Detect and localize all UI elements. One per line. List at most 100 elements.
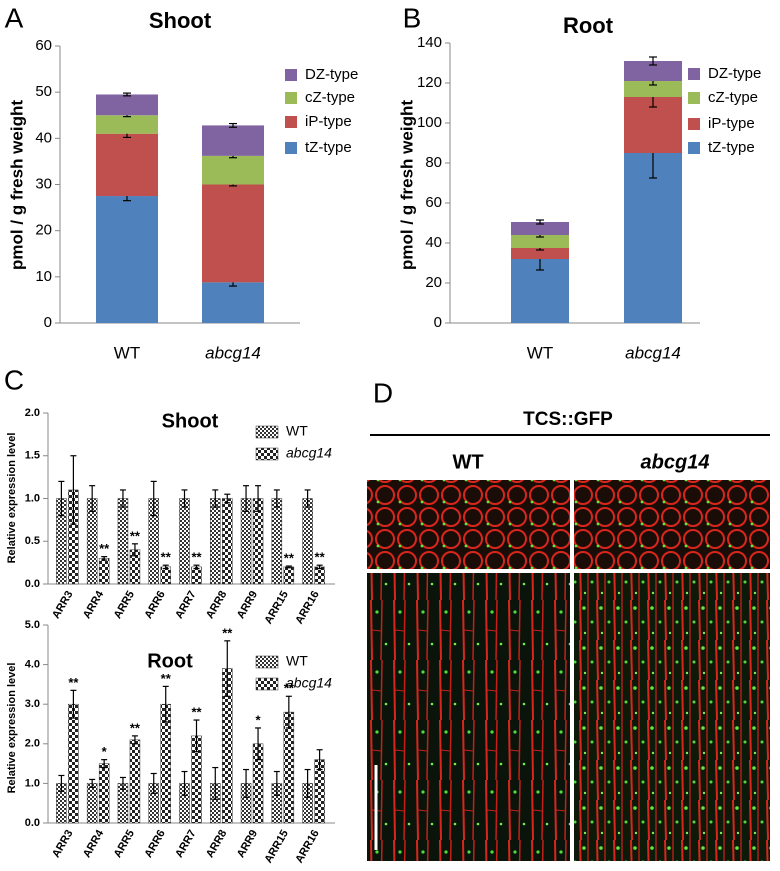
y-tick-label: 4.0: [25, 659, 40, 671]
bar-segment: [624, 153, 682, 323]
panel-title: TCS::GFP: [523, 409, 613, 430]
significance: **: [161, 550, 172, 565]
bar-segment: [96, 133, 158, 197]
column-label: WT: [452, 451, 483, 473]
chart-title: Root: [563, 13, 614, 38]
legend-label: abcg14: [286, 445, 332, 461]
x-tick-label: ARR9: [235, 589, 260, 621]
bar-segment: [202, 282, 264, 323]
y-tick-label: 1.0: [25, 492, 40, 504]
bar: [283, 566, 295, 585]
bar-segment: [511, 235, 569, 248]
significance: **: [315, 550, 326, 565]
significance: **: [191, 704, 202, 719]
y-tick-label: 5.0: [25, 619, 40, 631]
x-tick-label: ARR4: [81, 827, 107, 860]
bar: [283, 711, 295, 824]
significance: **: [284, 550, 295, 565]
legend-label: tZ-type: [305, 139, 352, 156]
legend-swatch: [255, 677, 279, 691]
y-axis-label: pmol / g fresh weight: [7, 100, 26, 270]
y-tick-label: 60: [425, 194, 442, 211]
x-tick-label: ARR3: [50, 589, 75, 621]
micrograph: [574, 573, 770, 861]
bar-segment: [96, 115, 158, 134]
y-tick-label: 0: [434, 314, 442, 331]
legend-swatch: [688, 92, 700, 104]
y-tick-label: 50: [35, 83, 52, 100]
y-tick-label: 0.0: [25, 817, 40, 829]
x-tick-label: ARR7: [173, 589, 198, 621]
legend-swatch: [285, 69, 297, 81]
significance: *: [256, 712, 262, 727]
x-tick-label: ARR16: [293, 828, 321, 865]
legend-swatch: [285, 116, 297, 128]
legend-swatch: [688, 68, 700, 80]
y-tick-label: 2.0: [25, 738, 40, 750]
y-tick-label: 140: [417, 34, 442, 51]
x-tick-label: WT: [114, 343, 140, 362]
bar-segment: [202, 155, 264, 185]
x-tick-label: ARR6: [142, 828, 167, 860]
significance: **: [130, 528, 141, 543]
x-tick-label: ARR9: [235, 828, 260, 860]
column-label: abcg14: [641, 451, 710, 473]
panel-label: B: [403, 2, 422, 33]
bar: [210, 498, 221, 585]
y-axis-label: pmol / g fresh weight: [397, 100, 416, 270]
legend-label: WT: [286, 423, 308, 439]
significance: **: [130, 720, 141, 735]
legend-swatch: [255, 425, 279, 439]
y-tick-label: 0: [44, 314, 52, 331]
x-tick-label: ARR8: [204, 589, 229, 621]
x-tick-label: ARR15: [263, 589, 291, 626]
legend-swatch: [255, 655, 279, 669]
significance: **: [284, 681, 295, 696]
x-tick-label: WT: [527, 343, 553, 362]
bar: [129, 739, 141, 824]
bar-segment: [511, 248, 569, 259]
bar-segment: [624, 81, 682, 97]
x-tick-label: ARR4: [81, 588, 107, 621]
bar-segment: [202, 125, 264, 156]
significance: **: [191, 550, 202, 565]
y-tick-label: 0.5: [25, 535, 40, 547]
x-tick-label: ARR3: [50, 828, 75, 860]
bar: [302, 498, 313, 585]
y-tick-label: 40: [35, 129, 52, 146]
y-tick-label: 100: [417, 114, 442, 131]
legend-label: tZ-type: [708, 139, 755, 156]
bar-segment: [202, 184, 264, 283]
bar-segment: [96, 94, 158, 116]
panel-label: D: [373, 377, 393, 408]
legend-label: DZ-type: [305, 66, 358, 83]
legend-swatch: [285, 142, 297, 154]
y-tick-label: 20: [35, 222, 52, 239]
bar: [98, 763, 110, 824]
panel-label: A: [5, 2, 24, 33]
x-tick-label: ARR15: [263, 828, 291, 865]
y-tick-label: 80: [425, 154, 442, 171]
microscopy-panel: D TCS::GFP WT abcg14: [367, 377, 770, 861]
bar: [98, 558, 110, 585]
y-tick-label: 2.0: [25, 407, 40, 419]
bar: [222, 498, 233, 585]
significance: **: [222, 625, 233, 640]
significance: **: [68, 675, 79, 690]
y-axis-label: Relative expression level: [6, 663, 18, 794]
legend-label: cZ-type: [305, 89, 355, 106]
legend-label: iP-type: [708, 115, 755, 132]
legend-swatch: [255, 447, 279, 461]
significance: *: [102, 744, 108, 759]
bar: [314, 566, 325, 585]
micrograph: [574, 480, 770, 569]
y-tick-label: 1.0: [25, 777, 40, 789]
y-tick-label: 10: [35, 268, 52, 285]
legend-label: iP-type: [305, 113, 352, 130]
legend-swatch: [688, 118, 700, 130]
y-tick-label: 3.0: [25, 698, 40, 710]
bar: [191, 566, 202, 585]
x-tick-label: ARR6: [142, 589, 167, 621]
significance: **: [99, 541, 110, 556]
